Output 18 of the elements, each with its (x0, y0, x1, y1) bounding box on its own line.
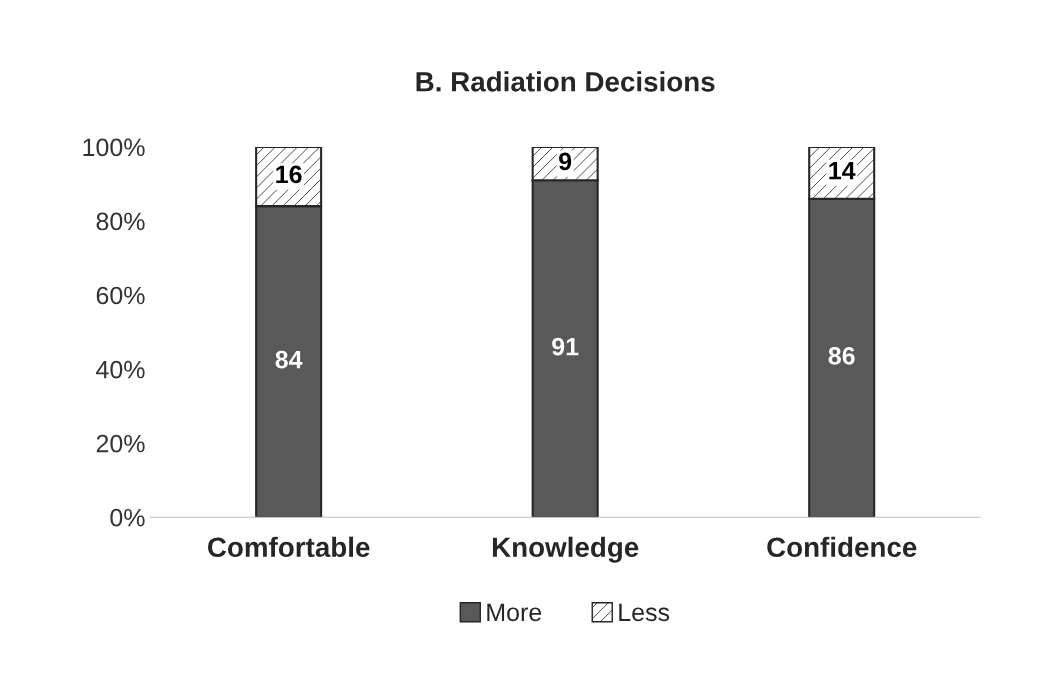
y-tick-label: 20% (96, 434, 145, 453)
data-label: 91 (552, 337, 579, 356)
y-tick-label: 40% (96, 360, 145, 379)
data-label: 86 (828, 347, 855, 365)
x-tick-label: Comfortable (207, 536, 370, 558)
x-tick-label: Confidence (767, 536, 917, 558)
legend-label: Less (619, 603, 670, 622)
data-label: 16 (276, 165, 302, 184)
x-tick-label: Knowledge (492, 536, 639, 563)
data-label: 84 (275, 350, 303, 369)
chart-title: B. Radiation Decisions (416, 71, 715, 92)
data-label: 14 (829, 162, 856, 180)
y-tick-label: 60% (96, 286, 145, 305)
data-label: 9 (559, 152, 572, 171)
y-tick-label: 80% (96, 212, 145, 231)
legend-label: More (487, 603, 542, 622)
y-tick-label: 100% (83, 138, 145, 157)
y-tick-label: 0% (110, 508, 145, 527)
